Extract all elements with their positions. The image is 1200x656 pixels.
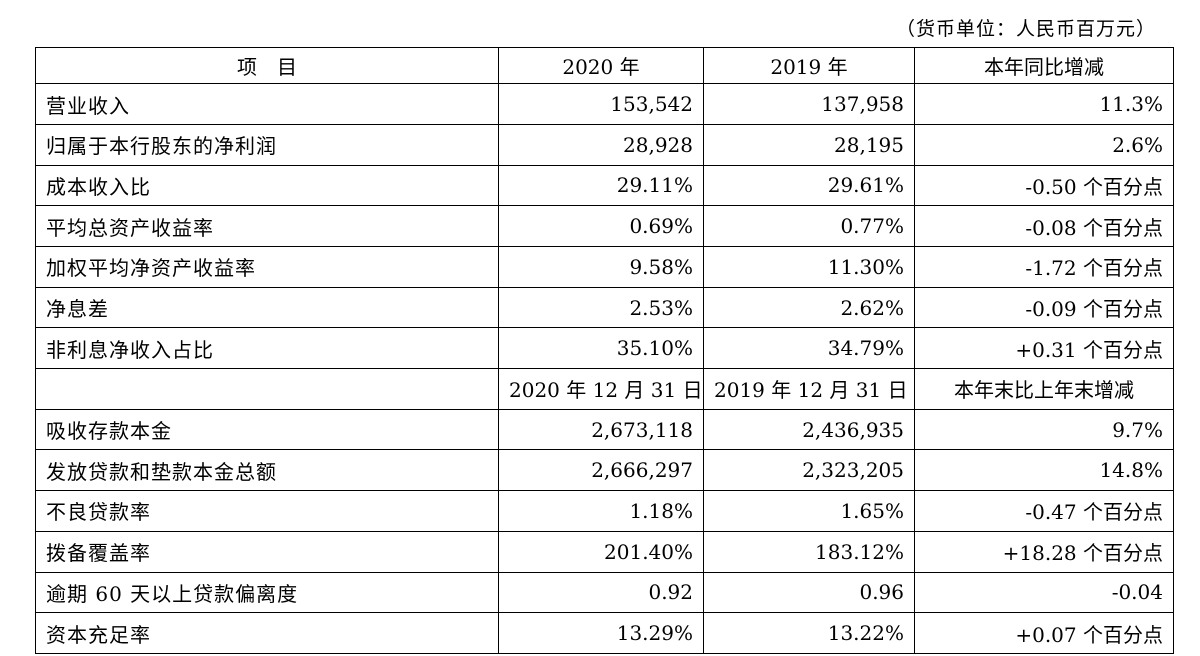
header-cell-col-2020: 2020 年 12 月 31 日: [498, 368, 704, 410]
table-row: 营业收入 153,542 137,958 11.3%: [35, 83, 1174, 125]
cell-col-change: 14.8%: [914, 449, 1174, 492]
cell-col-change: -0.08 个百分点: [914, 205, 1174, 248]
cell-col-2019: 2,323,205: [703, 449, 915, 492]
cell-col-change: 11.3%: [914, 83, 1174, 125]
cell-col-2019: 0.77%: [703, 205, 915, 248]
cell-item: 平均总资产收益率: [35, 205, 499, 248]
cell-item: 加权平均净资产收益率: [35, 246, 499, 288]
cell-col-2019: 34.79%: [703, 327, 915, 370]
table-subheader-row: 2020 年 12 月 31 日 2019 年 12 月 31 日本年末比上年末增…: [35, 368, 1174, 410]
cell-col-2019: 11.30%: [703, 246, 915, 288]
cell-item: 营业收入: [35, 83, 499, 125]
cell-col-2019: 28,195: [703, 123, 915, 166]
cell-item: 吸收存款本金: [35, 408, 499, 451]
cell-col-2020: 9.58%: [498, 246, 704, 288]
cell-col-2020: 201.40%: [498, 530, 704, 573]
header-cell-item: 项 目: [35, 46, 499, 85]
cell-item: 不良贷款率: [35, 490, 499, 532]
cell-col-2019: 2,436,935: [703, 408, 915, 451]
table-row: 平均总资产收益率 0.69% 0.77% -0.08 个百分点: [35, 205, 1174, 248]
cell-col-2020: 29.11%: [498, 164, 704, 207]
cell-col-change: -0.04: [914, 571, 1174, 614]
header-cell-col-2019: 2019 年 12 月 31 日: [703, 368, 915, 410]
header-cell-col-2019: 2019 年: [703, 46, 915, 85]
cell-item: 净息差: [35, 286, 499, 329]
cell-col-2020: 0.92: [498, 571, 704, 614]
table-row: 逾期 60 天以上贷款偏离度 0.92 0.96 -0.04: [35, 571, 1174, 614]
table-row: 资本充足率 13.29% 13.22% +0.07 个百分点: [35, 612, 1174, 654]
table-row: 拨备覆盖率 201.40% 183.12% +18.28 个百分点: [35, 530, 1174, 573]
financial-summary-table: 项 目 2020 年 2019 年本年同比增减 营业收入 153,542 137,958 1…: [35, 46, 1174, 654]
header-cell-col-2020: 2020 年: [498, 46, 704, 85]
cell-col-change: +0.31 个百分点: [914, 327, 1174, 370]
cell-item: 成本收入比: [35, 164, 499, 207]
cell-item: 逾期 60 天以上贷款偏离度: [35, 571, 499, 614]
cell-col-change: 9.7%: [914, 408, 1174, 451]
currency-unit-note: （货币单位：人民币百万元）: [895, 18, 1156, 40]
cell-col-change: +18.28 个百分点: [914, 530, 1174, 573]
cell-col-change: -0.09 个百分点: [914, 286, 1174, 329]
table-row: 归属于本行股东的净利润 28,928 28,195 2.6%: [35, 123, 1174, 166]
cell-item: 非利息净收入占比: [35, 327, 499, 370]
table-row: 成本收入比 29.11% 29.61% -0.50 个百分点: [35, 164, 1174, 207]
cell-col-2019: 29.61%: [703, 164, 915, 207]
cell-col-2019: 183.12%: [703, 530, 915, 573]
cell-col-2020: 13.29%: [498, 612, 704, 654]
cell-col-2020: 2,666,297: [498, 449, 704, 492]
header-cell-col-change: 本年同比增减: [914, 46, 1174, 85]
cell-col-change: +0.07 个百分点: [914, 612, 1174, 654]
table-row: 发放贷款和垫款本金总额 2,666,297 2,323,205 14.8%: [35, 449, 1174, 492]
table-row: 净息差 2.53% 2.62% -0.09 个百分点: [35, 286, 1174, 329]
cell-item: 拨备覆盖率: [35, 530, 499, 573]
cell-col-2020: 2,673,118: [498, 408, 704, 451]
table-row: 吸收存款本金 2,673,118 2,436,935 9.7%: [35, 408, 1174, 451]
cell-col-2020: 153,542: [498, 83, 704, 125]
table-body: 项 目 2020 年 2019 年本年同比增减 营业收入 153,542 137,958 1…: [35, 46, 1174, 654]
table-row: 不良贷款率 1.18% 1.65% -0.47 个百分点: [35, 490, 1174, 532]
cell-col-2019: 0.96: [703, 571, 915, 614]
cell-col-2019: 137,958: [703, 83, 915, 125]
table-row: 非利息净收入占比 35.10% 34.79% +0.31 个百分点: [35, 327, 1174, 370]
header-cell-item: [35, 368, 499, 410]
cell-col-change: -0.47 个百分点: [914, 490, 1174, 532]
table-header-row: 项 目 2020 年 2019 年本年同比增减: [35, 46, 1174, 85]
cell-col-2019: 13.22%: [703, 612, 915, 654]
cell-col-2019: 1.65%: [703, 490, 915, 532]
cell-col-2020: 1.18%: [498, 490, 704, 532]
cell-col-2019: 2.62%: [703, 286, 915, 329]
cell-item: 归属于本行股东的净利润: [35, 123, 499, 166]
table-row: 加权平均净资产收益率 9.58% 11.30% -1.72 个百分点: [35, 246, 1174, 288]
cell-item: 发放贷款和垫款本金总额: [35, 449, 499, 492]
cell-col-change: -0.50 个百分点: [914, 164, 1174, 207]
cell-col-2020: 35.10%: [498, 327, 704, 370]
cell-col-change: 2.6%: [914, 123, 1174, 166]
cell-item: 资本充足率: [35, 612, 499, 654]
cell-col-2020: 0.69%: [498, 205, 704, 248]
cell-col-2020: 28,928: [498, 123, 704, 166]
header-cell-col-change: 本年末比上年末增减: [914, 368, 1174, 410]
cell-col-change: -1.72 个百分点: [914, 246, 1174, 288]
cell-col-2020: 2.53%: [498, 286, 704, 329]
